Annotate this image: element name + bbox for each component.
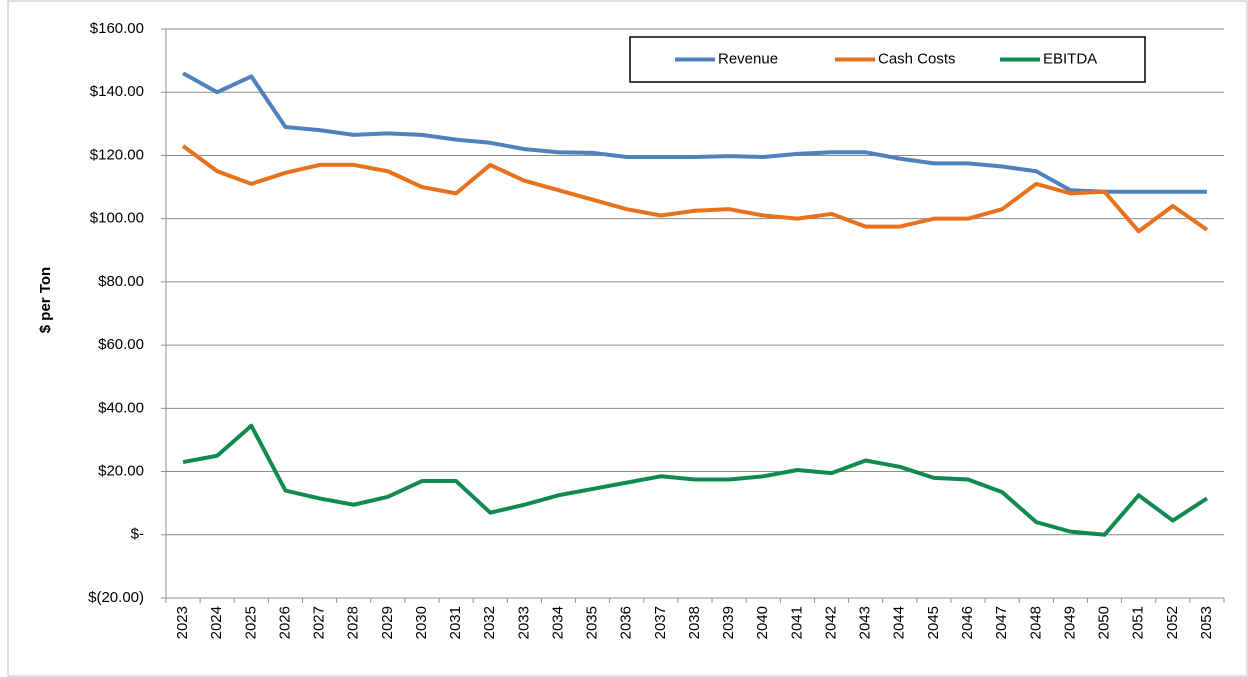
y-tick-label: $80.00 <box>98 273 144 290</box>
x-tick-label: 2034 <box>549 606 566 639</box>
x-tick-label: 2024 <box>208 606 225 639</box>
x-tick-label: 2041 <box>788 606 805 639</box>
series-line <box>181 144 1209 234</box>
x-tick-label: 2040 <box>754 606 771 639</box>
x-tick-label: 2048 <box>1027 606 1044 639</box>
y-tick-label: $60.00 <box>98 336 144 353</box>
y-tick-label: $20.00 <box>98 463 144 480</box>
legend-label: Revenue <box>718 50 778 67</box>
x-tick-label: 2052 <box>1164 606 1181 639</box>
x-tick-label: 2025 <box>242 606 259 639</box>
x-tick-label: 2030 <box>413 606 430 639</box>
x-tick-label: 2047 <box>993 606 1010 639</box>
y-tick-label: $(20.00) <box>88 589 144 606</box>
y-tick-label: $140.00 <box>90 83 144 100</box>
x-tick-label: 2037 <box>652 606 669 639</box>
chart-border <box>7 0 1248 677</box>
y-tick-label: $160.00 <box>90 20 144 37</box>
x-tick-label: 2033 <box>515 606 532 639</box>
x-tick-label: 2032 <box>481 606 498 639</box>
legend-label: Cash Costs <box>878 50 956 67</box>
x-tick-label: 2023 <box>174 606 191 639</box>
series-line <box>182 71 1207 194</box>
x-tick-label: 2028 <box>345 606 362 639</box>
x-tick-label: 2044 <box>891 606 908 639</box>
y-tick-label: $120.00 <box>90 146 144 163</box>
x-tick-label: 2031 <box>447 606 464 639</box>
x-tick-label: 2027 <box>311 606 328 639</box>
x-tick-label: 2053 <box>1198 606 1215 639</box>
x-tick-label: 2043 <box>857 606 874 639</box>
x-tick-label: 2029 <box>379 606 396 639</box>
x-tick-label: 2042 <box>822 606 839 639</box>
legend-box <box>629 36 1146 83</box>
x-tick-label: 2045 <box>925 606 942 639</box>
x-tick-label: 2039 <box>720 606 737 639</box>
x-tick-label: 2046 <box>959 606 976 639</box>
x-tick-label: 2026 <box>276 606 293 639</box>
x-tick-label: 2051 <box>1130 606 1147 639</box>
x-tick-label: 2049 <box>1061 606 1078 639</box>
x-tick-label: 2035 <box>584 606 601 639</box>
x-tick-label: 2050 <box>1096 606 1113 639</box>
y-tick-label: $100.00 <box>90 210 144 227</box>
y-axis-label: $ per Ton <box>37 267 54 333</box>
legend-label: EBITDA <box>1043 50 1097 67</box>
y-tick-label: $40.00 <box>98 399 144 416</box>
x-tick-label: 2036 <box>618 606 635 639</box>
x-tick-label: 2038 <box>686 606 703 639</box>
series-line <box>182 423 1209 537</box>
y-tick-label: $- <box>131 526 144 543</box>
